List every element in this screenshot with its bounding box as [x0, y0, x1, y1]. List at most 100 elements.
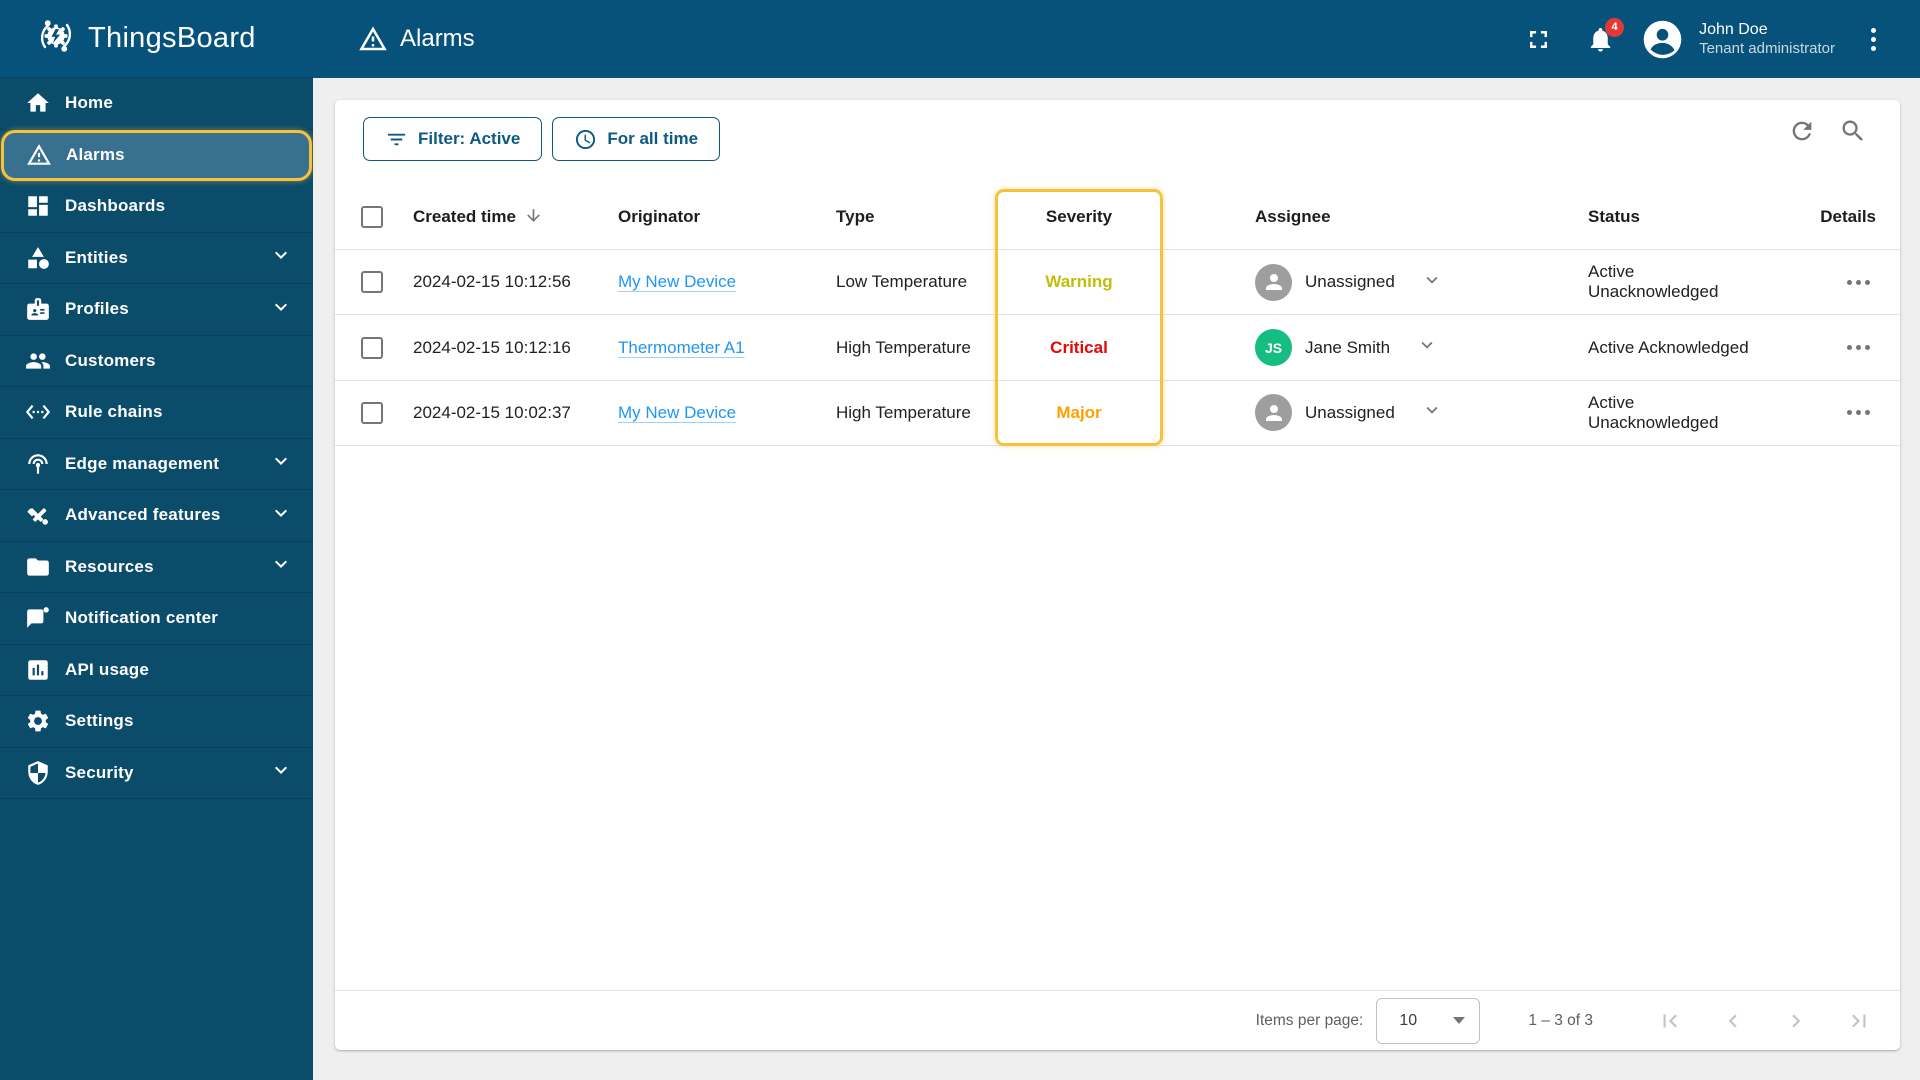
- status-cell: Active Acknowledged: [1588, 337, 1749, 357]
- table-row: 2024-02-15 10:12:56 My New Device Low Te…: [335, 250, 1900, 316]
- column-header-status[interactable]: Status: [1588, 206, 1640, 226]
- assignee-name: Unassigned: [1305, 402, 1395, 422]
- sidebar-item-alarms[interactable]: Alarms: [1, 129, 312, 181]
- sort-descending-icon[interactable]: [516, 203, 543, 230]
- originator-link[interactable]: My New Device: [618, 272, 737, 292]
- column-header-assignee[interactable]: Assignee: [1255, 206, 1331, 226]
- column-header-created-time[interactable]: Created time: [405, 203, 610, 230]
- severity-cell: Critical: [1050, 337, 1108, 357]
- table-toolbar: Filter: Active For all time: [335, 100, 1900, 184]
- user-menu[interactable]: John Doe Tenant administrator: [1699, 20, 1835, 57]
- security-shield-icon: [24, 759, 51, 786]
- notifications-button[interactable]: 4: [1586, 17, 1625, 54]
- chevron-down-icon[interactable]: [269, 449, 293, 478]
- notification-center-icon: [24, 605, 51, 632]
- sidebar-item-api-usage[interactable]: API usage: [0, 645, 313, 696]
- next-page-button[interactable]: [1783, 1008, 1809, 1034]
- filter-icon: [387, 133, 406, 145]
- status-cell: Active Unacknowledged: [1588, 392, 1719, 432]
- chevron-right-icon: [1792, 1014, 1801, 1027]
- content-area: Filter: Active For all time: [313, 78, 1920, 1080]
- search-button[interactable]: [1839, 117, 1867, 145]
- items-per-page-select[interactable]: 10: [1376, 997, 1481, 1044]
- chevron-down-icon[interactable]: [269, 243, 293, 272]
- row-details-button[interactable]: [1841, 339, 1876, 356]
- refresh-icon: [1792, 121, 1812, 141]
- page-range-label: 1 – 3 of 3: [1528, 1011, 1593, 1029]
- column-header-type[interactable]: Type: [836, 206, 875, 226]
- thingsboard-logo-icon: [34, 14, 78, 63]
- sidebar-item-profiles[interactable]: Profiles: [0, 284, 313, 336]
- filter-button[interactable]: Filter: Active: [363, 117, 543, 161]
- assignee-name: Jane Smith: [1305, 337, 1391, 357]
- alarms-table: Created time Originator Type Severity As…: [335, 184, 1900, 447]
- type-cell: Low Temperature: [836, 272, 968, 292]
- sidebar-item-rule-chains[interactable]: Rule chains: [0, 387, 313, 439]
- assignee-selector[interactable]: Unassigned: [1255, 263, 1443, 301]
- first-page-icon: [1663, 1014, 1677, 1027]
- assignee-selector[interactable]: Unassigned: [1255, 394, 1443, 432]
- row-checkbox[interactable]: [361, 401, 383, 424]
- sidebar-item-edge-management[interactable]: Edge management: [0, 439, 313, 490]
- sidebar-item-resources[interactable]: Resources: [0, 542, 313, 593]
- search-icon: [1842, 120, 1863, 141]
- chevron-down-icon[interactable]: [269, 552, 293, 581]
- topbar: Alarms 4 John Doe: [313, 0, 1920, 78]
- more-menu-button[interactable]: [1865, 22, 1882, 57]
- rule-chains-icon: [24, 399, 51, 426]
- sidebar-item-entities[interactable]: Entities: [0, 233, 313, 284]
- app-logo[interactable]: ThingsBoard: [0, 0, 313, 78]
- fullscreen-button[interactable]: [1524, 25, 1553, 54]
- chevron-left-icon: [1728, 1014, 1737, 1027]
- sidebar-nav: Home Alarms Dashboards Entities Profiles: [0, 78, 313, 799]
- row-checkbox[interactable]: [361, 271, 383, 294]
- row-checkbox[interactable]: [361, 336, 383, 359]
- chevron-down-icon[interactable]: [269, 295, 293, 324]
- bell-icon: [1590, 27, 1611, 52]
- assignee-avatar: JS: [1255, 329, 1292, 367]
- assignee-selector[interactable]: JS Jane Smith: [1255, 329, 1438, 367]
- chevron-down-icon[interactable]: [1421, 399, 1443, 426]
- column-header-originator[interactable]: Originator: [618, 206, 701, 226]
- refresh-button[interactable]: [1788, 117, 1816, 145]
- row-details-button[interactable]: [1841, 404, 1876, 421]
- sidebar-item-dashboards[interactable]: Dashboards: [0, 181, 313, 233]
- select-all-checkbox[interactable]: [361, 205, 383, 228]
- table-header-row: Created time Originator Type Severity As…: [335, 184, 1900, 250]
- originator-link[interactable]: Thermometer A1: [618, 337, 745, 357]
- app-title: ThingsBoard: [88, 22, 256, 54]
- created-time-cell: 2024-02-15 10:02:37: [413, 402, 571, 422]
- unassigned-avatar-icon: [1255, 394, 1292, 432]
- sidebar-item-customers[interactable]: Customers: [0, 336, 313, 387]
- row-details-button[interactable]: [1841, 274, 1876, 291]
- paginator: Items per page: 10 1 – 3 of 3: [335, 990, 1900, 1050]
- last-page-icon: [1852, 1014, 1866, 1027]
- time-range-button[interactable]: For all time: [552, 117, 721, 161]
- column-header-severity[interactable]: Severity: [1045, 206, 1113, 226]
- chevron-down-icon[interactable]: [269, 758, 293, 787]
- api-usage-icon: [24, 656, 51, 683]
- sidebar-item-settings[interactable]: Settings: [0, 696, 313, 748]
- type-cell: High Temperature: [836, 402, 971, 422]
- sidebar-item-home[interactable]: Home: [0, 78, 313, 130]
- last-page-button[interactable]: [1846, 1008, 1872, 1034]
- type-cell: High Temperature: [836, 337, 971, 357]
- chevron-down-icon[interactable]: [1421, 269, 1443, 296]
- originator-link[interactable]: My New Device: [618, 402, 737, 422]
- previous-page-button[interactable]: [1720, 1008, 1746, 1034]
- severity-cell: Warning: [1045, 272, 1113, 292]
- edge-management-icon: [24, 450, 51, 477]
- advanced-features-icon: [24, 502, 51, 529]
- account-circle-icon: [1643, 20, 1682, 58]
- first-page-button[interactable]: [1657, 1008, 1683, 1034]
- alarm-warning-icon: [25, 142, 52, 169]
- sidebar-item-notification-center[interactable]: Notification center: [0, 593, 313, 645]
- sidebar-item-advanced-features[interactable]: Advanced features: [0, 490, 313, 542]
- alarm-warning-icon: [359, 26, 387, 51]
- dropdown-arrow-icon: [1453, 1017, 1466, 1024]
- user-avatar[interactable]: [1642, 19, 1683, 60]
- chevron-down-icon[interactable]: [1416, 334, 1438, 361]
- chevron-down-icon[interactable]: [269, 501, 293, 530]
- sidebar-item-security[interactable]: Security: [0, 748, 313, 799]
